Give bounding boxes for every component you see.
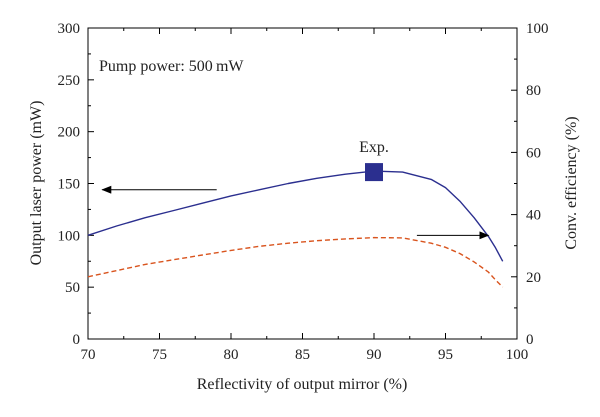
x-tick-label: 95 [438,347,453,363]
x-tick-label: 70 [81,347,96,363]
y-tick-label: 200 [58,125,81,141]
y2-tick-label: 60 [526,145,541,161]
x-tick-label: 100 [506,347,529,363]
arrows [101,185,490,240]
y-tick-label: 100 [58,228,81,244]
y-axis-right: 0 20 40 60 80 100 [511,21,549,348]
y2-tick-label: 20 [526,270,541,286]
x-tick-label: 90 [367,347,382,363]
series-layer [87,170,504,288]
x-tick-label: 85 [295,347,310,363]
experimental-point-marker [365,163,383,182]
pump-power-annotation: Pump power: 500 mW [99,58,244,75]
conversion-efficiency-line [87,236,504,288]
y-axis-left: 0 50 100 150 200 250 300 [58,21,94,348]
y-tick-label: 0 [73,332,81,348]
x-axis-label: Reflectivity of output mirror (%) [197,376,408,393]
y-axis-label: Output laser power (mW) [28,101,45,266]
y2-tick-label: 100 [526,21,549,37]
y2-tick-label: 0 [526,332,534,348]
x-tick-label: 80 [224,347,239,363]
y-tick-label: 150 [58,177,81,193]
y2-tick-label: 40 [526,208,541,224]
output-power-line [87,170,504,262]
y2-tick-label: 80 [526,83,541,99]
x-axis: 70 75 80 85 90 95 100 [81,28,529,363]
y-tick-label: 50 [65,280,80,296]
y2-axis-label: Conv. efficiency (%) [563,116,580,249]
experimental-point-label: Exp. [359,139,389,156]
y-tick-label: 250 [58,73,81,89]
x-tick-label: 75 [152,347,167,363]
y-tick-label: 300 [58,21,81,37]
